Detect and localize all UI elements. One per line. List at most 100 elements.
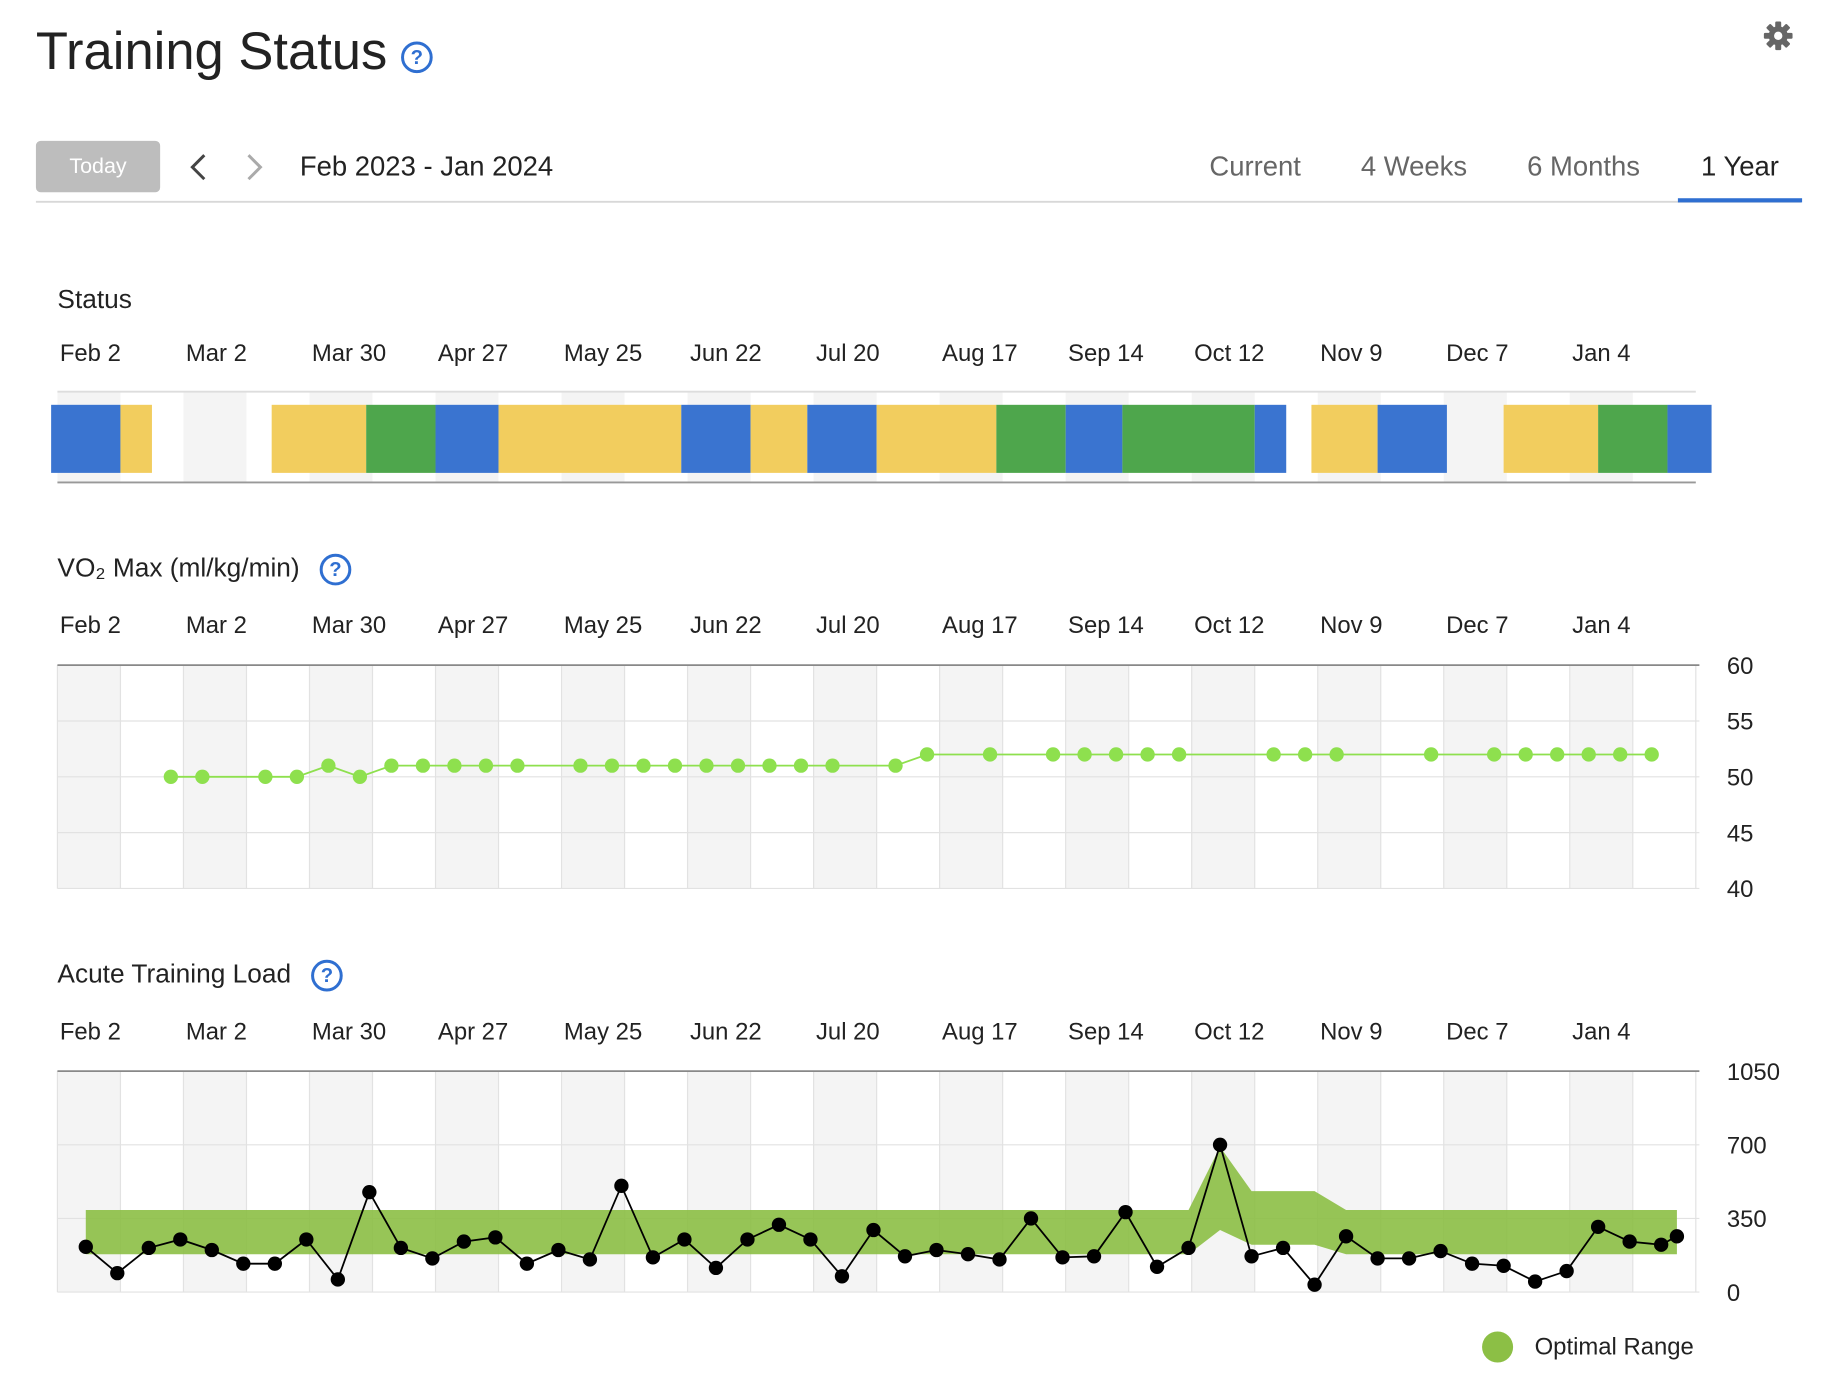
page-title: Training Status (36, 22, 387, 81)
help-icon: ? (411, 47, 423, 69)
x-tick-label: Nov 9 (1320, 612, 1382, 639)
tab[interactable]: 1 Year (1701, 151, 1779, 182)
x-tick-label: Dec 7 (1446, 1018, 1508, 1045)
data-point (1118, 1204, 1133, 1220)
tab[interactable]: 4 Weeks (1361, 151, 1467, 182)
data-point (1023, 1211, 1039, 1226)
tab[interactable]: 6 Months (1527, 151, 1640, 182)
next-button[interactable] (247, 154, 263, 181)
data-point (1433, 1243, 1448, 1259)
x-tick-label: Aug 17 (942, 1018, 1018, 1045)
x-tick-label: Jun 22 (690, 612, 762, 639)
data-point (825, 758, 840, 773)
data-point (1140, 747, 1155, 762)
data-point (708, 1260, 724, 1276)
shaded-column (1443, 1071, 1507, 1293)
gear-hole (1774, 31, 1783, 41)
y-tick-label: 50 (1727, 765, 1754, 792)
data-point (699, 758, 714, 773)
data-point (1181, 1240, 1196, 1256)
status-segment (876, 404, 997, 473)
data-point (447, 758, 462, 773)
data-point (321, 758, 336, 773)
today-button[interactable]: Today (35, 140, 161, 193)
data-point (1297, 747, 1313, 762)
help-icon: ? (329, 559, 341, 581)
data-point (604, 758, 620, 773)
x-tick-label: Dec 7 (1446, 612, 1508, 639)
tab[interactable]: Current (1209, 151, 1301, 182)
data-point (110, 1265, 125, 1281)
data-point (762, 758, 777, 773)
data-point (866, 1222, 881, 1238)
data-point (173, 1232, 188, 1247)
status-segment (51, 404, 121, 473)
data-point (1244, 1249, 1259, 1264)
shaded-column (57, 1071, 121, 1293)
x-tick-label: Sep 14 (1068, 340, 1144, 367)
data-point (1527, 1274, 1543, 1289)
x-tick-label: Mar 30 (312, 612, 386, 639)
x-tick-label: Jan 4 (1572, 1018, 1630, 1045)
prev-button[interactable] (190, 154, 206, 181)
date-range: Feb 2023 - Jan 2024 (300, 151, 553, 182)
help-circle[interactable] (319, 553, 352, 586)
x-tick-label: Feb 2 (60, 1018, 121, 1045)
data-point (834, 1269, 850, 1284)
data-point (415, 758, 431, 773)
x-tick-label: Oct 12 (1194, 612, 1264, 639)
data-point (1487, 747, 1502, 762)
data-point (1055, 1250, 1070, 1265)
data-point (982, 747, 998, 762)
x-tick-label: Jul 20 (816, 1018, 880, 1045)
data-point (1212, 1137, 1228, 1152)
data-point (1518, 747, 1533, 762)
y-tick-label: 60 (1727, 653, 1754, 680)
data-point (393, 1240, 409, 1256)
settings-gear[interactable] (1763, 21, 1793, 51)
data-point (289, 769, 305, 784)
x-tick-label: May 25 (564, 1018, 642, 1045)
data-point (510, 758, 525, 773)
data-point (1266, 747, 1281, 762)
data-point (1622, 1234, 1637, 1249)
x-tick-label: Jul 20 (816, 612, 880, 639)
data-point (1171, 747, 1187, 762)
status-segment (1122, 404, 1255, 473)
data-point (299, 1232, 314, 1247)
data-point (519, 1256, 535, 1271)
help-circle[interactable] (311, 959, 343, 992)
charts: Status Feb 2 Mar 2 Mar 30 Apr 27 May 25 Jun 22… (51, 284, 1780, 1363)
data-point (236, 1256, 251, 1271)
x-tick-label: Sep 14 (1068, 612, 1144, 639)
shaded-column (813, 1071, 877, 1293)
help-circle (401, 41, 433, 74)
help-icon: ? (321, 965, 333, 987)
x-tick-label: Jan 4 (1572, 612, 1630, 639)
data-point (1496, 1258, 1511, 1273)
data-point (258, 769, 273, 784)
y-tick-label: 45 (1727, 820, 1754, 847)
help-button[interactable]: ? (401, 41, 433, 74)
data-point (1338, 1229, 1354, 1244)
data-point (730, 758, 746, 773)
legend-swatch (1482, 1331, 1514, 1363)
data-point (163, 769, 179, 784)
x-tick-label: Jan 4 (1572, 340, 1630, 367)
y-tick-label: 0 (1727, 1280, 1740, 1307)
data-point (919, 747, 935, 762)
x-tick-label: Dec 7 (1446, 340, 1508, 367)
data-point (551, 1242, 566, 1258)
y-tick-label: 1050 (1727, 1059, 1780, 1086)
data-point (1086, 1249, 1102, 1264)
data-point (330, 1272, 346, 1287)
x-tick-label: May 25 (564, 612, 642, 639)
data-point (1644, 747, 1659, 762)
data-point (267, 1256, 282, 1271)
shaded-column (309, 1071, 373, 1293)
data-point (992, 1252, 1007, 1267)
x-tick-label: Mar 2 (186, 612, 247, 639)
data-point (667, 758, 683, 773)
series-line (85, 1141, 1678, 1287)
